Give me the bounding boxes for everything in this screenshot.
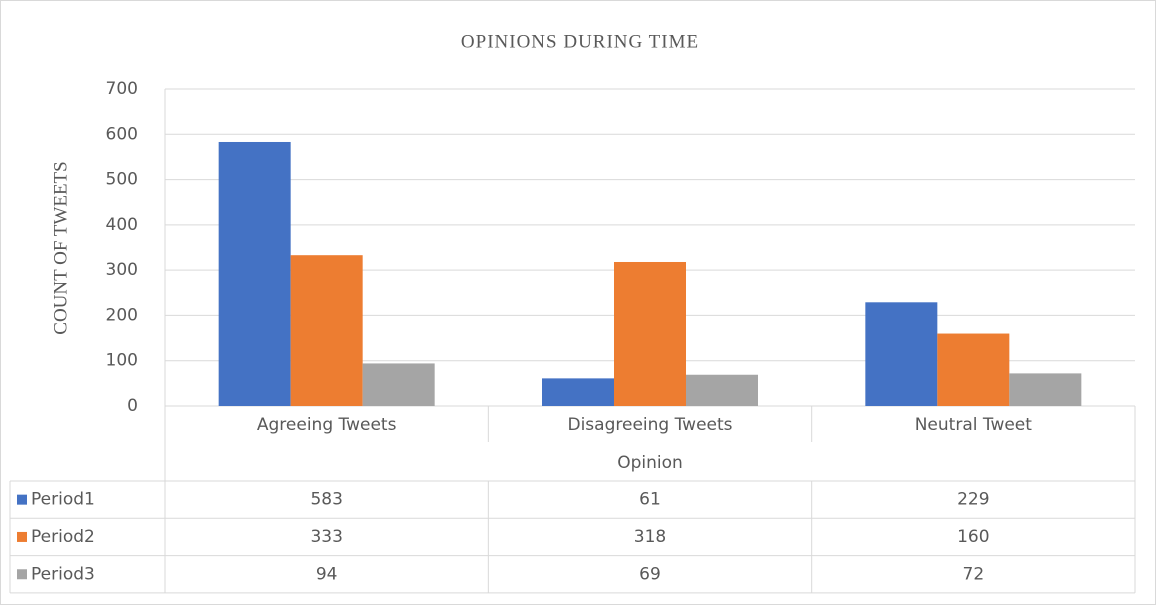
bar bbox=[362, 363, 435, 406]
table-value: 72 bbox=[963, 564, 985, 584]
bar bbox=[1009, 373, 1082, 406]
table-value: 94 bbox=[316, 564, 338, 584]
y-tick-label: 700 bbox=[106, 79, 138, 99]
table-value: 318 bbox=[634, 527, 666, 547]
y-tick-label: 500 bbox=[106, 170, 138, 190]
bar bbox=[542, 378, 614, 406]
bar bbox=[865, 302, 938, 406]
y-tick-label: 300 bbox=[106, 260, 138, 280]
y-tick-label: 100 bbox=[106, 351, 138, 371]
bar bbox=[686, 374, 758, 406]
table-value: 69 bbox=[639, 564, 661, 584]
legend-label: Period2 bbox=[31, 527, 95, 547]
bar bbox=[218, 141, 291, 406]
legend-label: Period1 bbox=[31, 490, 95, 510]
x-tick-label: Neutral Tweet bbox=[915, 415, 1033, 435]
legend-key bbox=[17, 569, 27, 580]
y-tick-label: 600 bbox=[106, 124, 138, 144]
y-tick-label: 200 bbox=[106, 305, 138, 325]
legend-key bbox=[17, 531, 27, 542]
y-axis-title: COUNT OF TWEETS bbox=[50, 161, 71, 334]
x-axis-title: Opinion bbox=[617, 453, 683, 473]
bar bbox=[290, 255, 363, 406]
table-value: 61 bbox=[639, 490, 661, 510]
bar bbox=[614, 261, 686, 406]
y-tick-label: 0 bbox=[127, 396, 138, 416]
table-value: 160 bbox=[957, 527, 989, 547]
table-value: 333 bbox=[310, 527, 342, 547]
x-tick-label: Disagreeing Tweets bbox=[567, 415, 732, 435]
bar bbox=[937, 333, 1010, 406]
legend-label: Period3 bbox=[31, 564, 95, 584]
legend-key bbox=[17, 494, 27, 505]
table-value: 229 bbox=[957, 490, 989, 510]
y-tick-label: 400 bbox=[106, 215, 138, 235]
table-value: 583 bbox=[310, 490, 342, 510]
x-tick-label: Agreeing Tweets bbox=[257, 415, 397, 435]
chart-title: OPINIONS DURING TIME bbox=[461, 31, 699, 52]
